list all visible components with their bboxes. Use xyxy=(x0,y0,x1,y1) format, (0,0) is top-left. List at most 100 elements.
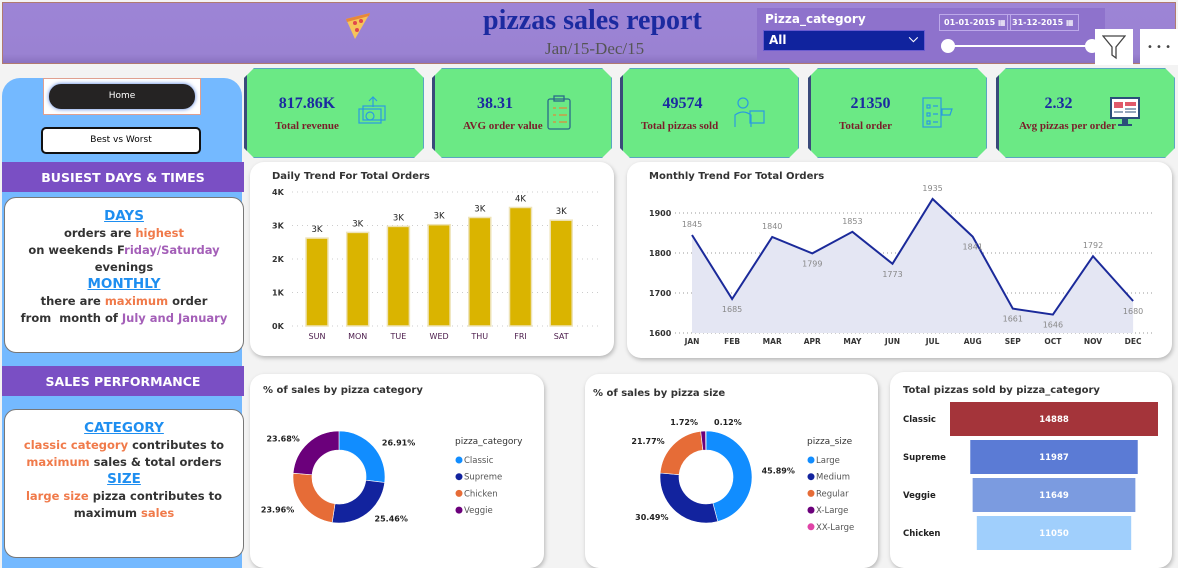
data-label: 1840 xyxy=(762,222,782,231)
data-label: 1841 xyxy=(963,243,983,252)
y-tick-label: 1700 xyxy=(649,289,672,298)
category-label: Veggie xyxy=(903,491,936,501)
days-heading: DAYS xyxy=(104,208,144,224)
sales-performance-header: SALES PERFORMANCE xyxy=(2,366,244,396)
chevron-down-icon: ⌵ xyxy=(908,31,918,45)
category-label: Supreme xyxy=(903,453,946,463)
date-slider-start-handle[interactable] xyxy=(941,39,955,53)
data-label: 3K xyxy=(393,213,404,223)
more-options-button[interactable]: • • • xyxy=(1140,29,1178,65)
category-label: Chicken xyxy=(903,529,940,539)
legend-marker xyxy=(455,473,463,481)
x-tick-label: OCT xyxy=(1044,337,1062,346)
data-label: 1935 xyxy=(922,184,942,193)
x-tick-label: SAT xyxy=(554,332,569,341)
money-icon xyxy=(357,95,389,131)
kpi-value: 817.86K xyxy=(278,95,336,112)
y-tick-label: 1K xyxy=(272,289,285,298)
x-tick-label: JAN xyxy=(684,337,700,346)
data-label: 11649 xyxy=(1039,491,1069,501)
filter-icon xyxy=(1102,35,1126,60)
size-donut-card: % of sales by pizza size 45.89% 30.49% 21.… xyxy=(585,374,878,568)
legend-item: Classic xyxy=(464,456,494,466)
filter-button[interactable] xyxy=(1095,29,1133,65)
data-label: 3K xyxy=(312,225,323,235)
size-donut-chart: 45.89% 30.49% 21.77% 1.72% 0.12% pizza_size La… xyxy=(631,418,854,533)
best-vs-worst-button[interactable]: Best vs Worst xyxy=(41,127,201,154)
text: pizza contributes to xyxy=(88,489,222,503)
kpi-value: 38.31 xyxy=(477,95,513,112)
slice-label: 26.91% xyxy=(382,438,415,447)
delivery-person-icon xyxy=(732,95,766,133)
start-date: 01-01-2015 xyxy=(944,18,996,27)
end-date-input[interactable]: 31-12-2015 ▦ xyxy=(1007,14,1079,31)
bar-thu xyxy=(468,216,492,327)
data-label: 1685 xyxy=(722,305,742,314)
data-label: 11050 xyxy=(1039,529,1069,539)
legend-title: pizza_size xyxy=(807,437,853,447)
slicer-label: Pizza_category xyxy=(765,12,866,26)
x-tick-label: SEP xyxy=(1005,337,1022,346)
monitor-icon xyxy=(1108,95,1142,133)
filter-slicer-panel: Pizza_category All ⌵ 01-01-2015 ▦ 31-12-… xyxy=(757,8,1105,60)
page-title: pizzas sales report xyxy=(483,5,702,36)
text: maximum xyxy=(73,506,142,520)
highlight: maximum xyxy=(104,294,169,308)
data-label: 1646 xyxy=(1043,321,1063,330)
kpi-label: AVG order value xyxy=(463,120,543,132)
home-button-frame: Home xyxy=(43,78,201,115)
x-tick-label: THU xyxy=(470,332,488,341)
x-tick-label: FEB xyxy=(724,337,740,346)
category-label: Classic xyxy=(903,415,936,425)
start-date-input[interactable]: 01-01-2015 ▦ xyxy=(939,14,1011,31)
busiest-days-header: BUSIEST DAYS & TIMES xyxy=(2,162,244,192)
funnel-bar-chicken xyxy=(976,516,1132,550)
slice-label: 45.89% xyxy=(762,466,795,475)
home-button[interactable]: Home xyxy=(49,84,195,109)
chart-title: % of sales by pizza size xyxy=(593,388,726,399)
data-label: 1853 xyxy=(842,217,862,226)
category-donut-chart: 26.91% 25.46% 23.96% 23.68% pizza_category Cl… xyxy=(261,430,523,523)
sales-performance-insight: CATEGORY classic category contributes to… xyxy=(4,409,244,558)
legend-item: XX-Large xyxy=(816,523,854,533)
kpi-card-avg-pizzas-per-order: 2.32 Avg pizzas per order xyxy=(996,68,1175,158)
monthly-trend-card: Monthly Trend For Total Orders 1600 1700 1… xyxy=(627,162,1172,358)
legend-item: X-Large xyxy=(816,506,848,516)
monthly-heading: MONTHLY xyxy=(87,276,161,292)
slice-chicken xyxy=(292,472,336,523)
data-label: 1799 xyxy=(802,259,822,268)
legend-marker xyxy=(807,473,815,481)
funnel-chart: 14888 Classic 11987 Supreme 11649 Veggie 11050… xyxy=(903,402,1158,550)
text: from month of xyxy=(20,311,122,325)
date-slider-track xyxy=(947,45,1093,47)
slice-label: 1.72% xyxy=(670,418,698,427)
data-label: 3K xyxy=(556,207,567,217)
slice-label: 25.46% xyxy=(375,514,408,523)
funnel-bar-classic xyxy=(950,402,1158,436)
daily-trend-chart: 0K 1K 2K 3K 4K 3K SUN 3K MON 3K TUE 3K WED 3K THU 4K FRI… xyxy=(272,188,600,341)
pizza-category-dropdown[interactable]: All ⌵ xyxy=(763,30,925,51)
slice-label: 23.68% xyxy=(266,435,299,444)
highlight: large size xyxy=(25,489,89,503)
text: there are xyxy=(40,294,105,308)
x-tick-label: MON xyxy=(348,332,367,341)
legend-item: Regular xyxy=(816,489,849,499)
x-tick-label: WED xyxy=(430,332,449,341)
highlight: maximum xyxy=(26,455,90,469)
y-tick-label: 3K xyxy=(272,222,285,231)
data-label: 1845 xyxy=(682,220,702,229)
legend-marker xyxy=(455,506,463,514)
text: sales & total orders xyxy=(89,455,222,469)
y-tick-label: 1900 xyxy=(649,209,672,218)
legend-item: Medium xyxy=(816,473,850,483)
legend-marker xyxy=(807,456,815,464)
x-tick-label: AUG xyxy=(964,337,982,346)
x-tick-label: JUL xyxy=(925,337,940,346)
bar-tue xyxy=(386,225,411,327)
legend-marker xyxy=(455,489,463,497)
highlight: highest xyxy=(135,226,185,240)
slice-label: 23.96% xyxy=(261,505,294,514)
kpi-card-total-order: 21350 Total order xyxy=(808,68,987,158)
legend-item: Chicken xyxy=(464,489,498,499)
kpi-label: Avg pizzas per order xyxy=(1019,120,1117,132)
